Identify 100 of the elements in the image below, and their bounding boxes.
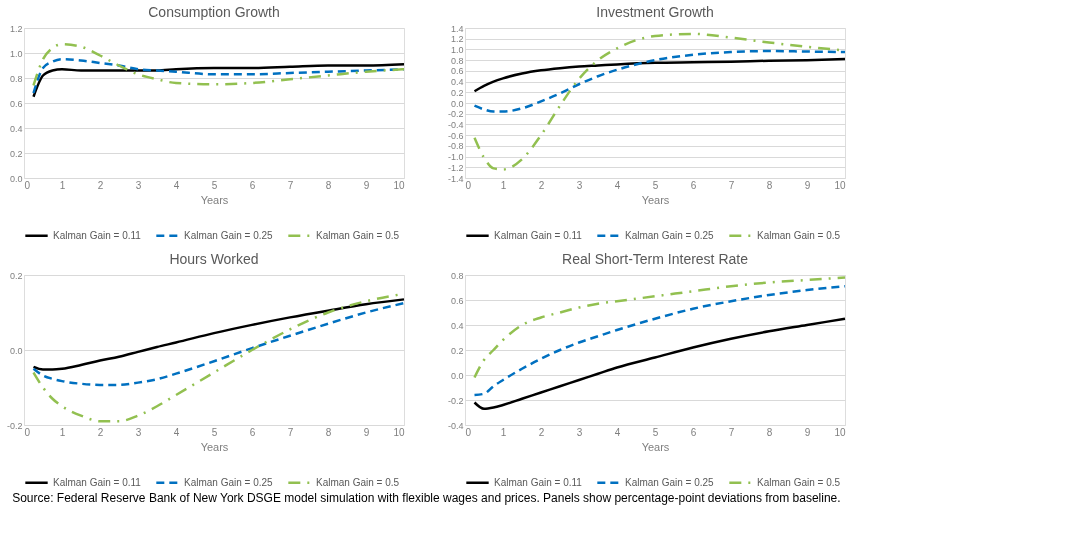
x-tick-label: 1 [500,426,507,438]
legend-label: Kalman Gain = 0.11 [494,476,583,488]
y-tick-label: 1.0 [9,48,23,59]
y-tick-label: -0.6 [447,130,464,141]
x-tick-label: 3 [576,179,583,191]
x-tick-label: 0 [24,426,31,438]
legend-label: Kalman Gain = 0.11 [494,229,583,241]
y-tick-label: -0.2 [447,395,464,406]
chart-title: Investment Growth [596,4,714,20]
y-tick-label: 0.0 [9,345,23,356]
y-tick-label: -1.2 [447,162,464,173]
line-series [473,276,847,379]
line-series [32,298,406,371]
x-tick-label: 3 [135,179,142,191]
x-tick-label: 10 [834,426,846,438]
y-tick-label: 0.2 [9,148,23,159]
x-tick-label: 0 [465,426,472,438]
y-tick-label: 0.8 [450,270,464,281]
line-series [32,43,406,87]
x-tick-label: 9 [363,426,370,438]
x-tick-label: 6 [690,179,697,191]
y-tick-label: 1.0 [450,44,464,55]
x-tick-label: 4 [614,426,621,438]
line-series [32,301,406,387]
x-tick-label: 9 [804,426,811,438]
x-tick-label: 6 [249,179,256,191]
y-tick-label: 0.6 [450,295,464,306]
y-tick-label: 1.4 [450,23,464,34]
x-tick-label: 4 [173,179,180,191]
y-tick-label: -1.0 [447,152,464,163]
x-axis-title: Years [641,440,670,453]
x-tick-label: 0 [465,179,472,191]
x-tick-label: 4 [173,426,180,438]
x-tick-label: 0 [24,179,31,191]
x-tick-label: 10 [393,179,405,191]
x-tick-label: 3 [135,426,142,438]
legend-label: Kalman Gain = 0.11 [53,476,142,488]
legend-label: Kalman Gain = 0.5 [316,229,400,241]
x-tick-label: 5 [652,179,659,191]
y-tick-label: 0.0 [450,98,464,109]
y-tick-label: 0.4 [9,123,23,134]
chart-title: Real Short-Term Interest Rate [562,251,749,267]
y-tick-label: 0.0 [9,173,23,184]
x-tick-label: 7 [728,426,735,438]
y-tick-label: 0.4 [450,320,464,331]
x-tick-label: 8 [325,426,332,438]
x-tick-label: 7 [287,179,294,191]
x-tick-label: 8 [325,179,332,191]
y-tick-label: -0.2 [6,420,23,431]
x-tick-label: 1 [59,179,66,191]
x-tick-label: 1 [59,426,66,438]
x-tick-label: 2 [538,179,545,191]
x-tick-label: 5 [652,426,659,438]
y-tick-label: 0.2 [450,345,464,356]
x-axis-title: Years [200,440,229,453]
y-tick-label: 1.2 [450,34,464,45]
x-tick-label: 10 [393,426,405,438]
x-tick-label: 5 [211,179,218,191]
x-tick-label: 2 [97,426,104,438]
x-tick-label: 10 [834,179,846,191]
legend-label: Kalman Gain = 0.25 [625,476,715,488]
x-tick-label: 1 [500,179,507,191]
y-tick-label: 0.0 [450,370,464,381]
x-tick-label: 8 [766,179,773,191]
x-tick-label: 7 [728,179,735,191]
y-tick-label: -0.4 [447,420,464,431]
y-tick-label: 0.2 [9,270,23,281]
x-tick-label: 2 [97,179,104,191]
y-tick-label: 0.6 [9,98,23,109]
legend-label: Kalman Gain = 0.25 [184,476,274,488]
source-note: Source: Federal Reserve Bank of New York DSGE model simulation with flexible wages and prices. Panels show percentage-point deviations from baseline. [12,490,841,505]
y-tick-label: -0.8 [447,141,464,152]
x-tick-label: 8 [766,426,773,438]
x-tick-label: 9 [363,179,370,191]
y-tick-label: -0.2 [447,109,464,120]
x-tick-label: 2 [538,426,545,438]
y-tick-label: 0.4 [450,77,464,88]
y-tick-label: -1.4 [447,173,464,184]
x-tick-label: 7 [287,426,294,438]
y-tick-label: -0.4 [447,119,464,130]
y-tick-label: 1.2 [9,23,23,34]
x-tick-label: 9 [804,179,811,191]
x-tick-label: 5 [211,426,218,438]
y-tick-label: 0.8 [9,73,23,84]
y-tick-label: 0.6 [450,66,464,77]
x-axis-title: Years [641,193,670,206]
x-axis-title: Years [200,193,229,206]
legend-label: Kalman Gain = 0.11 [53,229,142,241]
y-tick-label: 0.8 [450,55,464,66]
line-series [473,317,847,410]
legend-label: Kalman Gain = 0.25 [184,229,274,241]
line-series [473,57,847,93]
x-tick-label: 6 [690,426,697,438]
chart-title: Hours Worked [169,251,259,267]
chart-title: Consumption Growth [148,4,280,20]
legend-label: Kalman Gain = 0.5 [316,476,400,488]
legend-label: Kalman Gain = 0.5 [757,476,841,488]
line-series [473,49,847,113]
x-tick-label: 3 [576,426,583,438]
legend-label: Kalman Gain = 0.5 [757,229,841,241]
